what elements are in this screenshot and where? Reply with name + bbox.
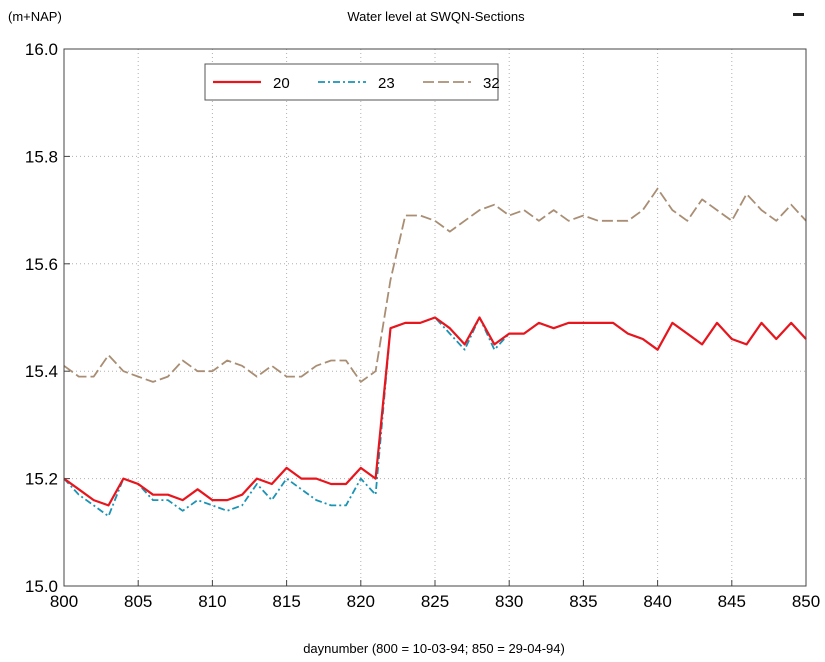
x-tick-label: 815 [272,592,300,611]
y-tick-label: 15.8 [25,147,58,166]
x-tick-label: 845 [718,592,746,611]
series-line-20 [63,316,807,507]
y-tick-label: 15.0 [25,577,58,596]
legend-label-20: 20 [273,75,290,92]
x-tick-label: 850 [792,592,820,611]
x-tick-label: 835 [569,592,597,611]
x-tick-label: 805 [124,592,152,611]
y-tick-label: 15.4 [25,362,58,381]
y-axis-label: (m+NAP) [8,9,62,24]
y-tick-label: 16.0 [25,40,58,59]
y-tick-label: 15.6 [25,255,58,274]
series-lines [63,187,807,518]
legend-label-23: 23 [378,75,395,92]
chart-title: Water level at SWQN-Sections [347,9,525,24]
legend: 20 23 32 [204,63,500,101]
y-tick-label: 15.2 [25,470,58,489]
legend-label-32: 32 [483,75,500,92]
x-tick-label: 825 [421,592,449,611]
x-tick-label: 840 [643,592,671,611]
x-tick-label: 810 [198,592,226,611]
series-line-32 [63,187,807,383]
x-tick-label: 820 [347,592,375,611]
axes: 800 805 810 815 820 825 830 835 840 845 850 15.0 15.… [25,40,820,611]
x-tick-label: 830 [495,592,523,611]
x-tick-label: 800 [50,592,78,611]
x-axis-label: daynumber (800 = 10-03-94; 850 = 29-04-9… [303,641,565,656]
series-line-23 [63,316,807,518]
window-minimize-icon[interactable] [793,13,804,16]
